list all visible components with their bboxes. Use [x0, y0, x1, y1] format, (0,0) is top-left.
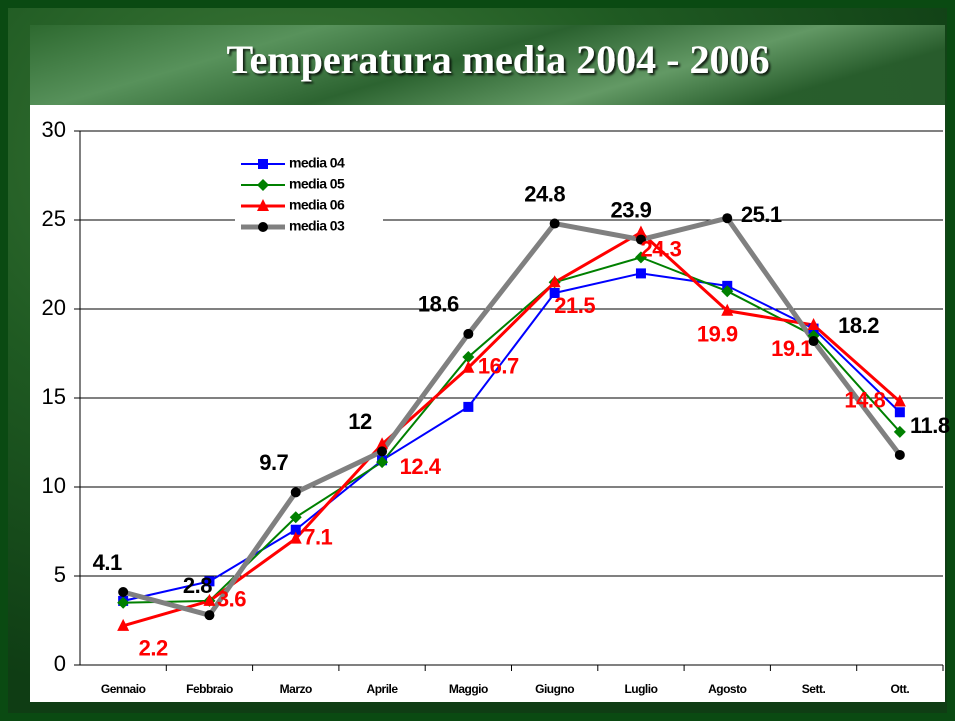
marker — [290, 487, 301, 498]
y-tick-label: 5 — [54, 562, 66, 587]
marker — [258, 222, 268, 232]
marker — [204, 610, 215, 621]
x-tick-label: Gennaio — [101, 682, 146, 696]
x-tick-label: Luglio — [624, 682, 657, 696]
legend-label: media 06 — [289, 197, 345, 213]
marker — [377, 446, 388, 457]
y-tick-label: 10 — [42, 473, 66, 498]
data-label: 3.6 — [217, 587, 246, 612]
marker — [462, 351, 475, 364]
marker — [463, 328, 474, 339]
marker — [203, 593, 216, 606]
data-label: 19.9 — [697, 322, 738, 347]
x-tick-label: Ott. — [891, 682, 910, 696]
marker — [635, 234, 646, 245]
data-label: 11.8 — [910, 413, 950, 438]
marker — [204, 576, 215, 587]
plot-background — [30, 105, 945, 702]
chart-title: Temperatura media 2004 - 2006 — [227, 37, 770, 82]
marker — [257, 199, 269, 211]
x-tick-label: Agosto — [708, 682, 746, 696]
x-tick-label: Aprile — [367, 682, 399, 696]
marker — [634, 225, 647, 238]
marker — [721, 303, 734, 316]
data-label: 19.1 — [771, 336, 812, 361]
marker — [635, 268, 646, 279]
data-label: 14.8 — [844, 387, 885, 412]
x-tick-label: Marzo — [280, 682, 312, 696]
y-tick-label: 20 — [42, 295, 66, 320]
x-tick-label: Maggio — [449, 682, 488, 696]
x-tick-label: Giugno — [535, 682, 574, 696]
marker — [117, 618, 130, 631]
marker — [548, 275, 561, 288]
data-label: 25.1 — [741, 202, 782, 227]
data-label: 16.7 — [478, 354, 519, 379]
data-label: 21.5 — [554, 293, 595, 318]
marker — [257, 179, 269, 191]
marker — [721, 285, 734, 298]
data-label: 18.2 — [838, 313, 879, 338]
marker — [258, 159, 268, 169]
data-label: 4.1 — [93, 550, 122, 575]
data-label: 12 — [348, 409, 372, 434]
data-label: 7.1 — [303, 524, 332, 549]
y-tick-label: 30 — [42, 117, 66, 142]
data-label: 24.3 — [641, 236, 682, 261]
data-label: 9.7 — [259, 450, 288, 475]
legend: media 04 media 05 media 06 media 03 — [235, 150, 383, 244]
marker — [807, 318, 820, 331]
marker — [289, 511, 302, 524]
data-label: 12.4 — [400, 454, 442, 479]
data-label: 2.8 — [183, 573, 212, 598]
marker — [118, 587, 129, 598]
series-line — [122, 215, 902, 618]
marker — [894, 407, 905, 418]
grid: 0 5 10 15 20 25 30 Gennaio Febbraio Marzo Aprile Ma… — [42, 117, 944, 696]
data-labels: 2.2 3.6 7.1 12.4 16.7 21.5 24.3 19.9 19.1 14.8 4.1… — [93, 181, 951, 661]
data-label: 2.2 — [139, 636, 168, 661]
series-line — [123, 256, 901, 604]
title-band — [30, 25, 945, 105]
data-label: 18.6 — [418, 292, 459, 317]
marker — [289, 531, 302, 544]
marker — [893, 425, 906, 438]
legend-label: media 04 — [289, 155, 345, 171]
x-tick-label: Febbraio — [186, 682, 233, 696]
marker — [549, 218, 560, 229]
legend-label: media 03 — [289, 218, 345, 234]
marker — [722, 213, 733, 224]
marker — [463, 401, 474, 412]
data-label: 24.8 — [524, 181, 565, 206]
marker — [894, 449, 905, 460]
marker — [462, 360, 475, 373]
marker — [376, 456, 389, 469]
series-line — [122, 230, 901, 628]
data-label: 23.9 — [611, 197, 652, 222]
y-tick-label: 25 — [42, 206, 66, 231]
series-lines — [117, 213, 906, 631]
marker — [893, 394, 906, 407]
marker — [376, 437, 389, 450]
x-tick-label: Sett. — [802, 682, 826, 696]
marker — [808, 336, 819, 347]
legend-label: media 05 — [289, 176, 345, 192]
marker — [634, 251, 647, 264]
marker — [549, 287, 560, 298]
marker — [117, 596, 130, 609]
marker — [290, 524, 301, 535]
y-tick-label: 15 — [42, 384, 66, 409]
y-tick-label: 0 — [54, 651, 66, 676]
